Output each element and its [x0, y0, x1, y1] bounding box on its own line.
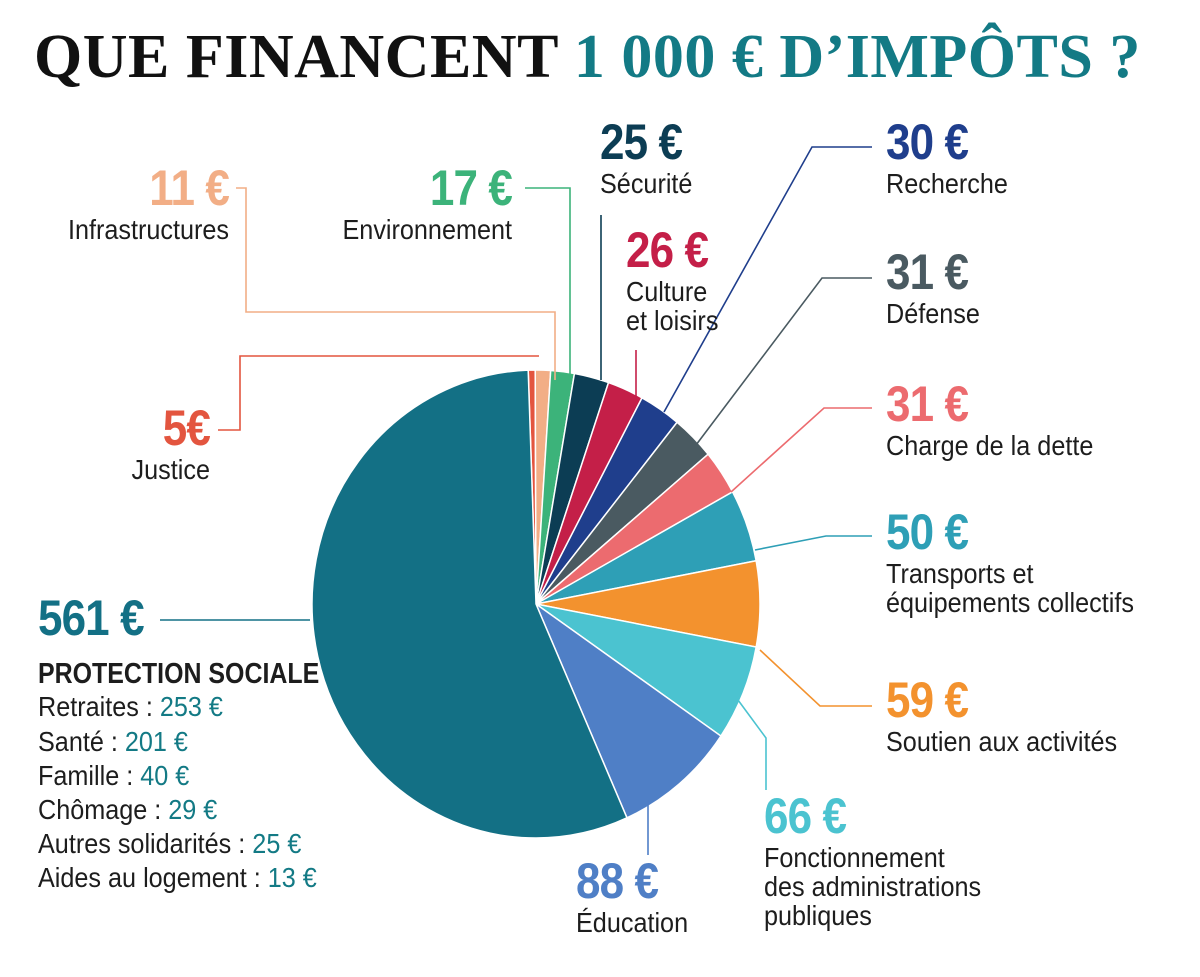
slice-value-dette: 31 € [886, 376, 969, 432]
leader-line-fonctionnement [737, 699, 767, 790]
slice-label-education: 88 € Éducation [576, 855, 701, 937]
leader-line-infra [236, 187, 556, 380]
title-part1: QUE FINANCENT [34, 23, 558, 91]
detail-value: 29 € [168, 793, 218, 825]
slice-value-recherche: 30 € [886, 114, 969, 170]
leader-line-defense [695, 277, 872, 446]
page-title: QUE FINANCENT 1 000 € D’IMPÔTS ? [34, 22, 1141, 93]
slice-value-protection: 561 € [38, 590, 145, 646]
detail-name: Aides au logement : [38, 862, 268, 894]
pie-slice-protection [311, 369, 628, 839]
protection-sociale-heading: PROTECTION SOCIALE [38, 658, 320, 690]
slice-label-transports: 50 € Transports et équipements collectifs [886, 506, 1161, 617]
detail-name: Famille : [38, 759, 141, 791]
detail-row: Santé : 201 € [38, 725, 332, 759]
detail-row: Retraites : 253 € [38, 690, 332, 724]
detail-row: Chômage : 29 € [38, 793, 332, 827]
slice-label-fonctionnement: 66 € Fonctionnement des administrations p… [764, 790, 1005, 931]
slice-category-fonctionnement: Fonctionnement des administrations publi… [764, 841, 982, 932]
slice-category-infra: Infrastructures [67, 213, 229, 245]
slice-value-soutien: 59 € [886, 672, 969, 728]
slice-label-soutien: 59 € Soutien aux activités [886, 674, 1143, 756]
slice-value-fonctionnement: 66 € [764, 788, 847, 844]
slice-value-culture: 26 € [626, 222, 709, 278]
slice-label-dette: 31 € Charge de la dette [886, 378, 1116, 460]
detail-value: 253 € [159, 691, 223, 723]
slice-label-securite: 25 € Sécurité [600, 116, 703, 198]
slice-value-transports: 50 € [886, 504, 969, 560]
slice-category-justice: Justice [131, 453, 210, 485]
pie-slice-education [534, 601, 722, 819]
detail-value: 40 € [140, 759, 190, 791]
detail-row: Autres solidarités : 25 € [38, 827, 332, 861]
slice-label-justice: 5€ Justice [110, 400, 211, 485]
slice-value-defense: 31 € [886, 244, 969, 300]
slice-category-securite: Sécurité [600, 167, 693, 199]
slice-value-securite: 25 € [600, 114, 683, 170]
slice-category-recherche: Recherche [886, 167, 1008, 199]
detail-value: 201 € [124, 725, 188, 757]
detail-value: 25 € [252, 828, 302, 860]
slice-label-recherche: 30 € Recherche [886, 116, 1021, 198]
slice-category-defense: Défense [886, 297, 980, 329]
slice-label-protection: 561 € [38, 592, 158, 645]
detail-value: 13 € [267, 862, 317, 894]
detail-name: Santé : [38, 725, 125, 757]
slice-category-transports: Transports et équipements collectifs [886, 557, 1134, 618]
slice-value-education: 88 € [576, 853, 659, 909]
detail-name: Autres solidarités : [38, 828, 253, 860]
slice-category-dette: Charge de la dette [886, 429, 1094, 461]
slice-label-defense: 31 € Défense [886, 246, 990, 328]
slice-label-env: 17 € Environnement [312, 162, 512, 244]
leader-line-justice [218, 355, 539, 431]
leader-line-dette [730, 407, 872, 493]
slice-category-soutien: Soutien aux activités [886, 725, 1118, 757]
slice-category-education: Éducation [576, 906, 689, 938]
leader-line-recherche [663, 146, 872, 413]
protection-sociale-detail: PROTECTION SOCIALE Retraites : 253 € Sant… [38, 658, 365, 895]
slice-value-justice: 5€ [162, 400, 211, 456]
leader-line-soutien [759, 649, 872, 707]
slice-label-culture: 26 € Culture et loisirs [626, 224, 729, 335]
leader-line-env [525, 187, 571, 380]
detail-row: Famille : 40 € [38, 759, 332, 793]
detail-name: Chômage : [38, 793, 169, 825]
slice-label-infra: 11 € Infrastructures [34, 160, 230, 245]
slice-category-culture: Culture et loisirs [626, 275, 719, 336]
title-part2: 1 000 € D’IMPÔTS ? [573, 23, 1141, 91]
detail-name: Retraites : [38, 691, 160, 723]
slice-value-env: 17 € [429, 160, 513, 216]
detail-row: Aides au logement : 13 € [38, 861, 332, 895]
slice-category-env: Environnement [342, 213, 512, 245]
slice-value-infra: 11 € [149, 160, 230, 216]
leader-line-transports [754, 535, 872, 551]
